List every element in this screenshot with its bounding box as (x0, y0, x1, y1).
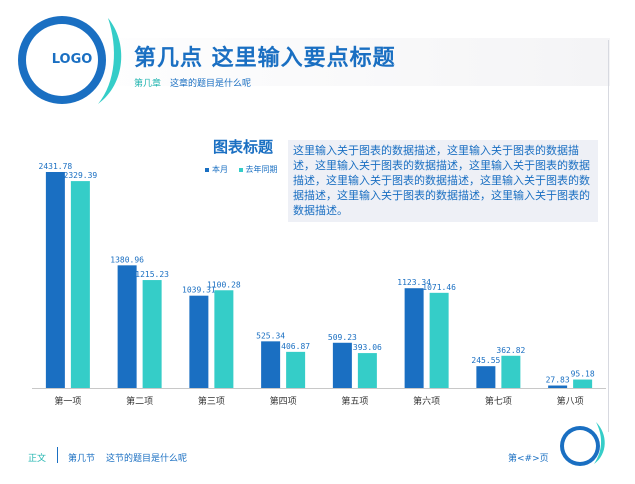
bar-current (548, 385, 568, 388)
right-border-line (608, 40, 609, 432)
bar-last-year (286, 351, 306, 388)
bar-current (404, 288, 424, 388)
bar-current (117, 265, 137, 388)
logo: LOGO (10, 12, 130, 116)
x-tick-label: 第二项 (126, 395, 153, 407)
data-label: 2329.39 (64, 171, 98, 180)
data-label: 525.34 (256, 331, 285, 340)
legend-item-last-year: 去年同期 (238, 164, 278, 175)
footer-node: 第几节 (68, 454, 96, 464)
corner-ring-icon (560, 422, 605, 466)
data-label: 2431.78 (39, 162, 73, 171)
x-tick-label: 第八项 (557, 395, 584, 407)
legend-label-last-year: 去年同期 (245, 165, 278, 174)
x-tick-label: 第一项 (54, 395, 81, 407)
logo-text: LOGO (51, 52, 93, 67)
data-label: 245.55 (471, 356, 500, 365)
bar-current (45, 172, 65, 388)
data-label: 1039.31 (182, 286, 216, 295)
legend-swatch-current (205, 167, 209, 172)
data-label: 362.82 (496, 346, 525, 355)
x-tick-label: 第五项 (341, 395, 368, 407)
footer-node-subtitle: 这节的题目是什么呢 (106, 454, 188, 464)
footer-separator (57, 447, 58, 463)
corner-decoration (556, 420, 612, 472)
data-label: 1380.96 (110, 255, 144, 264)
logo-badge-icon (18, 16, 122, 104)
data-label: 406.87 (281, 342, 310, 351)
legend-label-current: 本月 (212, 165, 228, 174)
bar-last-year (573, 379, 593, 388)
data-label: 27.83 (546, 376, 570, 385)
bar-current (189, 295, 209, 388)
bar-last-year (142, 280, 162, 388)
x-tick-label: 第七项 (485, 395, 512, 407)
x-tick-label: 第三项 (198, 395, 225, 407)
slide-title: 第几点 这里输入要点标题 (134, 46, 396, 71)
chart-legend: 本月 去年同期 (205, 164, 286, 175)
data-label: 1071.46 (422, 283, 456, 292)
data-label: 1123.34 (397, 278, 431, 287)
chapter-subtitle: 这章的题目是什么呢 (170, 79, 252, 89)
data-label: 509.23 (328, 333, 357, 342)
bar-last-year (429, 292, 449, 388)
bar-last-year (501, 355, 521, 388)
legend-swatch-last-year (238, 167, 243, 172)
page-number: 第<#>页 (508, 454, 549, 464)
header-band (40, 38, 610, 86)
footer-section: 正文 (28, 454, 47, 464)
chart-description: 这里输入关于图表的数据描述，这里输入关于图表的数据描述，这里输入关于图表的数据描… (288, 140, 598, 222)
bar-last-year (214, 290, 234, 388)
x-tick-label: 第六项 (413, 395, 440, 407)
bar-last-year (357, 353, 377, 388)
bar-last-year (70, 181, 90, 388)
data-label: 1215.23 (135, 270, 169, 279)
data-label: 393.06 (353, 343, 382, 352)
bar-current (332, 342, 352, 388)
data-label: 1100.28 (207, 280, 241, 289)
data-label: 95.18 (571, 370, 595, 379)
chapter-label: 第几章 (134, 79, 162, 89)
bar-current (261, 341, 281, 388)
x-tick-label: 第四项 (270, 395, 297, 407)
chart-title: 图表标题 (213, 138, 274, 156)
bar-current (476, 366, 496, 388)
legend-item-current: 本月 (205, 164, 228, 175)
